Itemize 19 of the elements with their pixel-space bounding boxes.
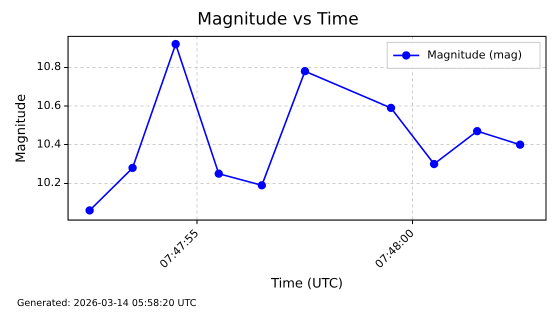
x-axis-title: Time (UTC) bbox=[270, 276, 343, 292]
point bbox=[171, 40, 180, 48]
point bbox=[85, 206, 94, 215]
point bbox=[386, 104, 396, 112]
point bbox=[516, 140, 524, 149]
chart-title: Magnitude vs Time bbox=[197, 10, 359, 30]
text: Generated: 2026-03-14 05:58:20 UTC bbox=[17, 298, 196, 309]
point bbox=[214, 170, 223, 178]
point bbox=[300, 67, 310, 76]
legend-label: Magnitude (mag) bbox=[427, 48, 522, 62]
y-tick-label: 10.6 bbox=[36, 98, 62, 112]
y-tick-label: 10.2 bbox=[36, 176, 62, 190]
point bbox=[430, 160, 438, 168]
point bbox=[472, 126, 482, 136]
point bbox=[128, 164, 137, 172]
y-tick-label: 10.8 bbox=[36, 60, 62, 74]
point bbox=[258, 181, 266, 190]
y-axis-title: Magnitude bbox=[14, 94, 30, 163]
y-tick-label: 10.4 bbox=[36, 138, 62, 151]
